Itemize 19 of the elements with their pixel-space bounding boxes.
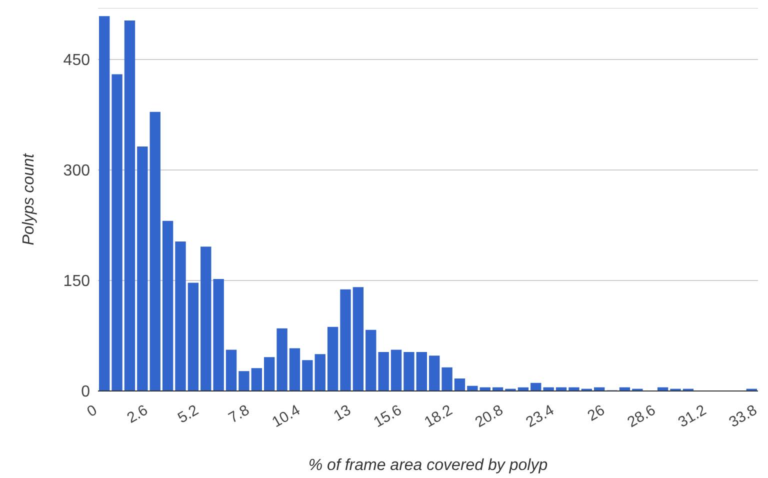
x-tick-label: 13 [330,402,354,425]
x-tick-label: 31.2 [675,402,710,432]
x-tick-label: 23.4 [523,402,557,432]
y-tick-label: 150 [63,273,90,290]
x-tick-label: 10.4 [269,402,304,432]
x-tick-label: 18.2 [422,402,456,432]
y-tick-label: 450 [63,52,90,70]
x-tick-label: 7.8 [226,402,252,427]
y-axis-title: Polyps count [20,153,38,246]
x-tick-label: 26 [584,402,608,425]
y-tick-label: 300 [63,162,90,180]
x-tick-label: 5.2 [174,402,202,427]
x-axis-title: % of frame area covered by polyp [308,457,548,474]
x-tick-label: 33.8 [726,402,760,432]
x-tick-label: 28.6 [624,402,658,432]
x-tick-label: 20.8 [472,402,506,432]
x-tick-label: 2.6 [124,402,151,427]
x-tick-label: 15.6 [370,402,405,432]
y-tick-label: 0 [81,384,90,401]
